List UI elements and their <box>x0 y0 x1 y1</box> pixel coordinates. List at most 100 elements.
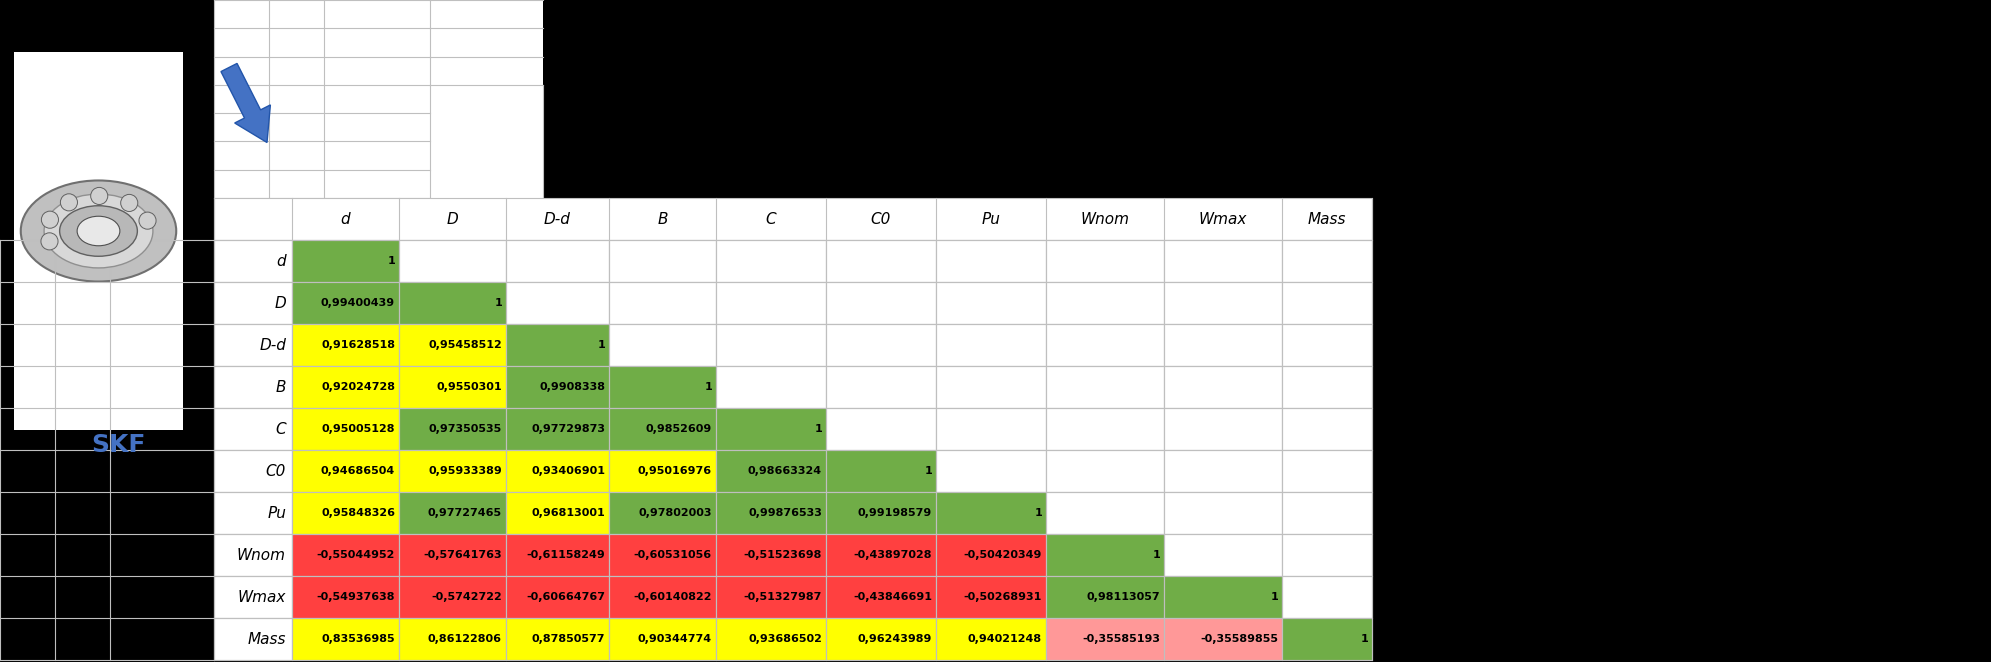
Bar <box>717 492 826 534</box>
Text: -0,50268931: -0,50268931 <box>964 592 1041 602</box>
Text: 0,95848326: 0,95848326 <box>321 508 394 518</box>
Bar <box>398 366 506 408</box>
Text: Mass: Mass <box>247 632 287 647</box>
Bar <box>1165 450 1282 492</box>
Bar <box>717 450 826 492</box>
Text: 0,98663324: 0,98663324 <box>749 466 822 476</box>
Text: D: D <box>275 295 287 310</box>
Bar <box>506 366 609 408</box>
Ellipse shape <box>78 216 119 246</box>
Circle shape <box>139 212 155 229</box>
Text: 0,95016976: 0,95016976 <box>637 466 713 476</box>
Bar <box>293 576 398 618</box>
Text: -0,61158249: -0,61158249 <box>526 550 605 560</box>
Text: B: B <box>657 211 667 226</box>
Text: 1: 1 <box>924 466 932 476</box>
Text: 0,96813001: 0,96813001 <box>532 508 605 518</box>
Text: -0,51523698: -0,51523698 <box>743 550 822 560</box>
Bar <box>936 576 1045 618</box>
Text: D-d: D-d <box>259 338 287 352</box>
Bar <box>936 450 1045 492</box>
Text: 0,93406901: 0,93406901 <box>532 466 605 476</box>
Text: 0,97727465: 0,97727465 <box>428 508 502 518</box>
Bar <box>398 576 506 618</box>
Bar <box>213 324 293 366</box>
Bar <box>717 366 826 408</box>
Text: Wmax: Wmax <box>1199 211 1246 226</box>
Bar <box>717 534 826 576</box>
Bar <box>506 618 609 660</box>
Text: 0,90344774: 0,90344774 <box>637 634 713 644</box>
Text: 0,95933389: 0,95933389 <box>428 466 502 476</box>
Bar <box>936 618 1045 660</box>
Bar <box>826 450 936 492</box>
Text: 0,97729873: 0,97729873 <box>532 424 605 434</box>
Ellipse shape <box>60 206 137 256</box>
Bar <box>398 408 506 450</box>
Text: 0,94021248: 0,94021248 <box>968 634 1041 644</box>
Bar <box>1282 576 1372 618</box>
Text: 1: 1 <box>1360 634 1368 644</box>
Text: 0,91628518: 0,91628518 <box>321 340 394 350</box>
Text: -0,43897028: -0,43897028 <box>854 550 932 560</box>
Text: 0,83536985: 0,83536985 <box>321 634 394 644</box>
Bar <box>398 240 506 282</box>
Text: 1: 1 <box>705 382 713 392</box>
Bar <box>1045 408 1165 450</box>
Text: -0,60664767: -0,60664767 <box>526 592 605 602</box>
Bar <box>1165 282 1282 324</box>
Text: C0: C0 <box>265 463 287 479</box>
Bar <box>398 618 506 660</box>
Bar <box>398 450 506 492</box>
Bar <box>506 282 609 324</box>
Bar <box>1282 282 1372 324</box>
Bar <box>609 366 717 408</box>
FancyArrow shape <box>221 64 271 142</box>
Bar <box>506 240 609 282</box>
Bar <box>936 534 1045 576</box>
Circle shape <box>92 187 108 205</box>
Text: 0,97802003: 0,97802003 <box>639 508 713 518</box>
Bar <box>506 450 609 492</box>
Text: 0,99198579: 0,99198579 <box>858 508 932 518</box>
Bar <box>936 408 1045 450</box>
Text: 0,98113057: 0,98113057 <box>1087 592 1161 602</box>
Bar <box>1045 576 1165 618</box>
Bar <box>213 240 293 282</box>
Bar <box>826 324 936 366</box>
Bar <box>609 240 717 282</box>
Text: 0,95458512: 0,95458512 <box>428 340 502 350</box>
Bar <box>936 324 1045 366</box>
Bar <box>609 282 717 324</box>
Bar <box>1282 324 1372 366</box>
Bar <box>609 534 717 576</box>
Bar <box>14 52 183 430</box>
Text: Wnom: Wnom <box>1081 211 1129 226</box>
Bar <box>293 450 398 492</box>
Bar <box>609 576 717 618</box>
Bar <box>293 324 398 366</box>
Text: d: d <box>340 211 350 226</box>
Text: -0,55044952: -0,55044952 <box>317 550 394 560</box>
Text: B: B <box>275 379 287 395</box>
Bar <box>293 366 398 408</box>
Bar <box>1282 408 1372 450</box>
Bar <box>1045 282 1165 324</box>
Bar <box>1045 240 1165 282</box>
Ellipse shape <box>44 194 153 268</box>
Text: -0,57641763: -0,57641763 <box>424 550 502 560</box>
Bar <box>213 492 293 534</box>
Text: 0,92024728: 0,92024728 <box>321 382 394 392</box>
Bar <box>293 240 398 282</box>
Circle shape <box>121 195 137 211</box>
Text: -0,60531056: -0,60531056 <box>633 550 713 560</box>
Bar <box>826 534 936 576</box>
Bar <box>1165 618 1282 660</box>
Text: Mass: Mass <box>1308 211 1346 226</box>
Bar <box>1282 618 1372 660</box>
Text: -0,35585193: -0,35585193 <box>1081 634 1161 644</box>
Bar <box>1282 534 1372 576</box>
Bar <box>609 408 717 450</box>
Ellipse shape <box>20 181 177 281</box>
Text: 0,94686504: 0,94686504 <box>321 466 394 476</box>
